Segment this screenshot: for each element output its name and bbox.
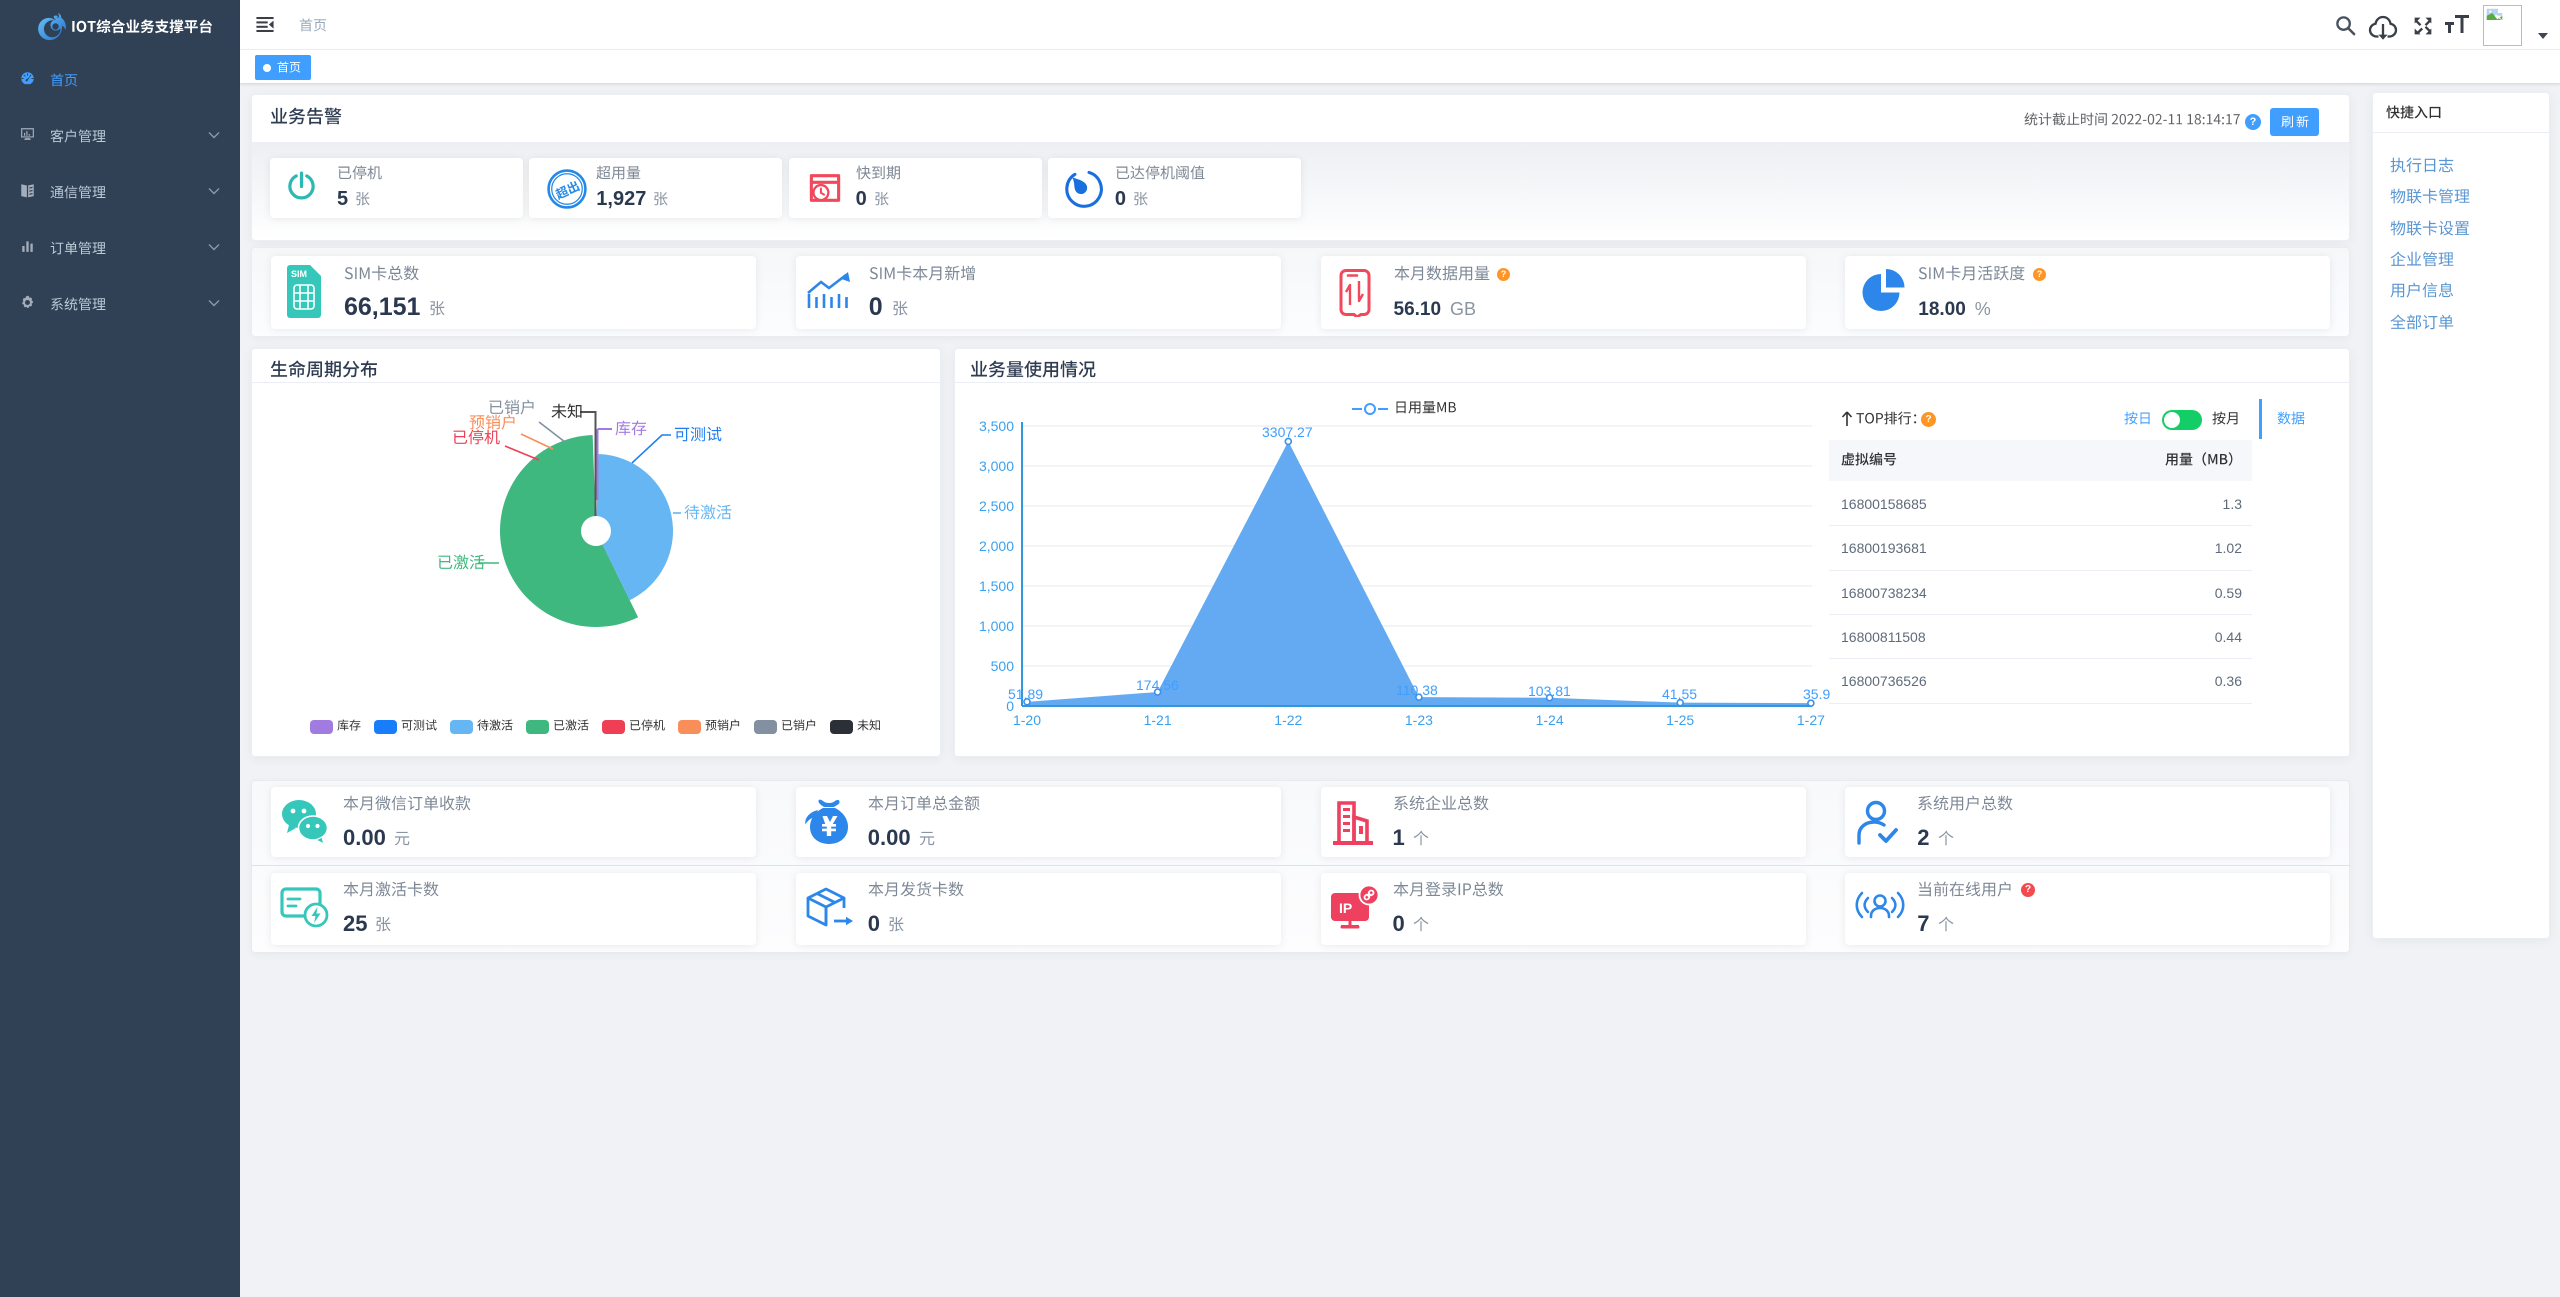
svg-text:SIM: SIM bbox=[291, 269, 307, 279]
svg-text:IP: IP bbox=[1339, 900, 1352, 916]
